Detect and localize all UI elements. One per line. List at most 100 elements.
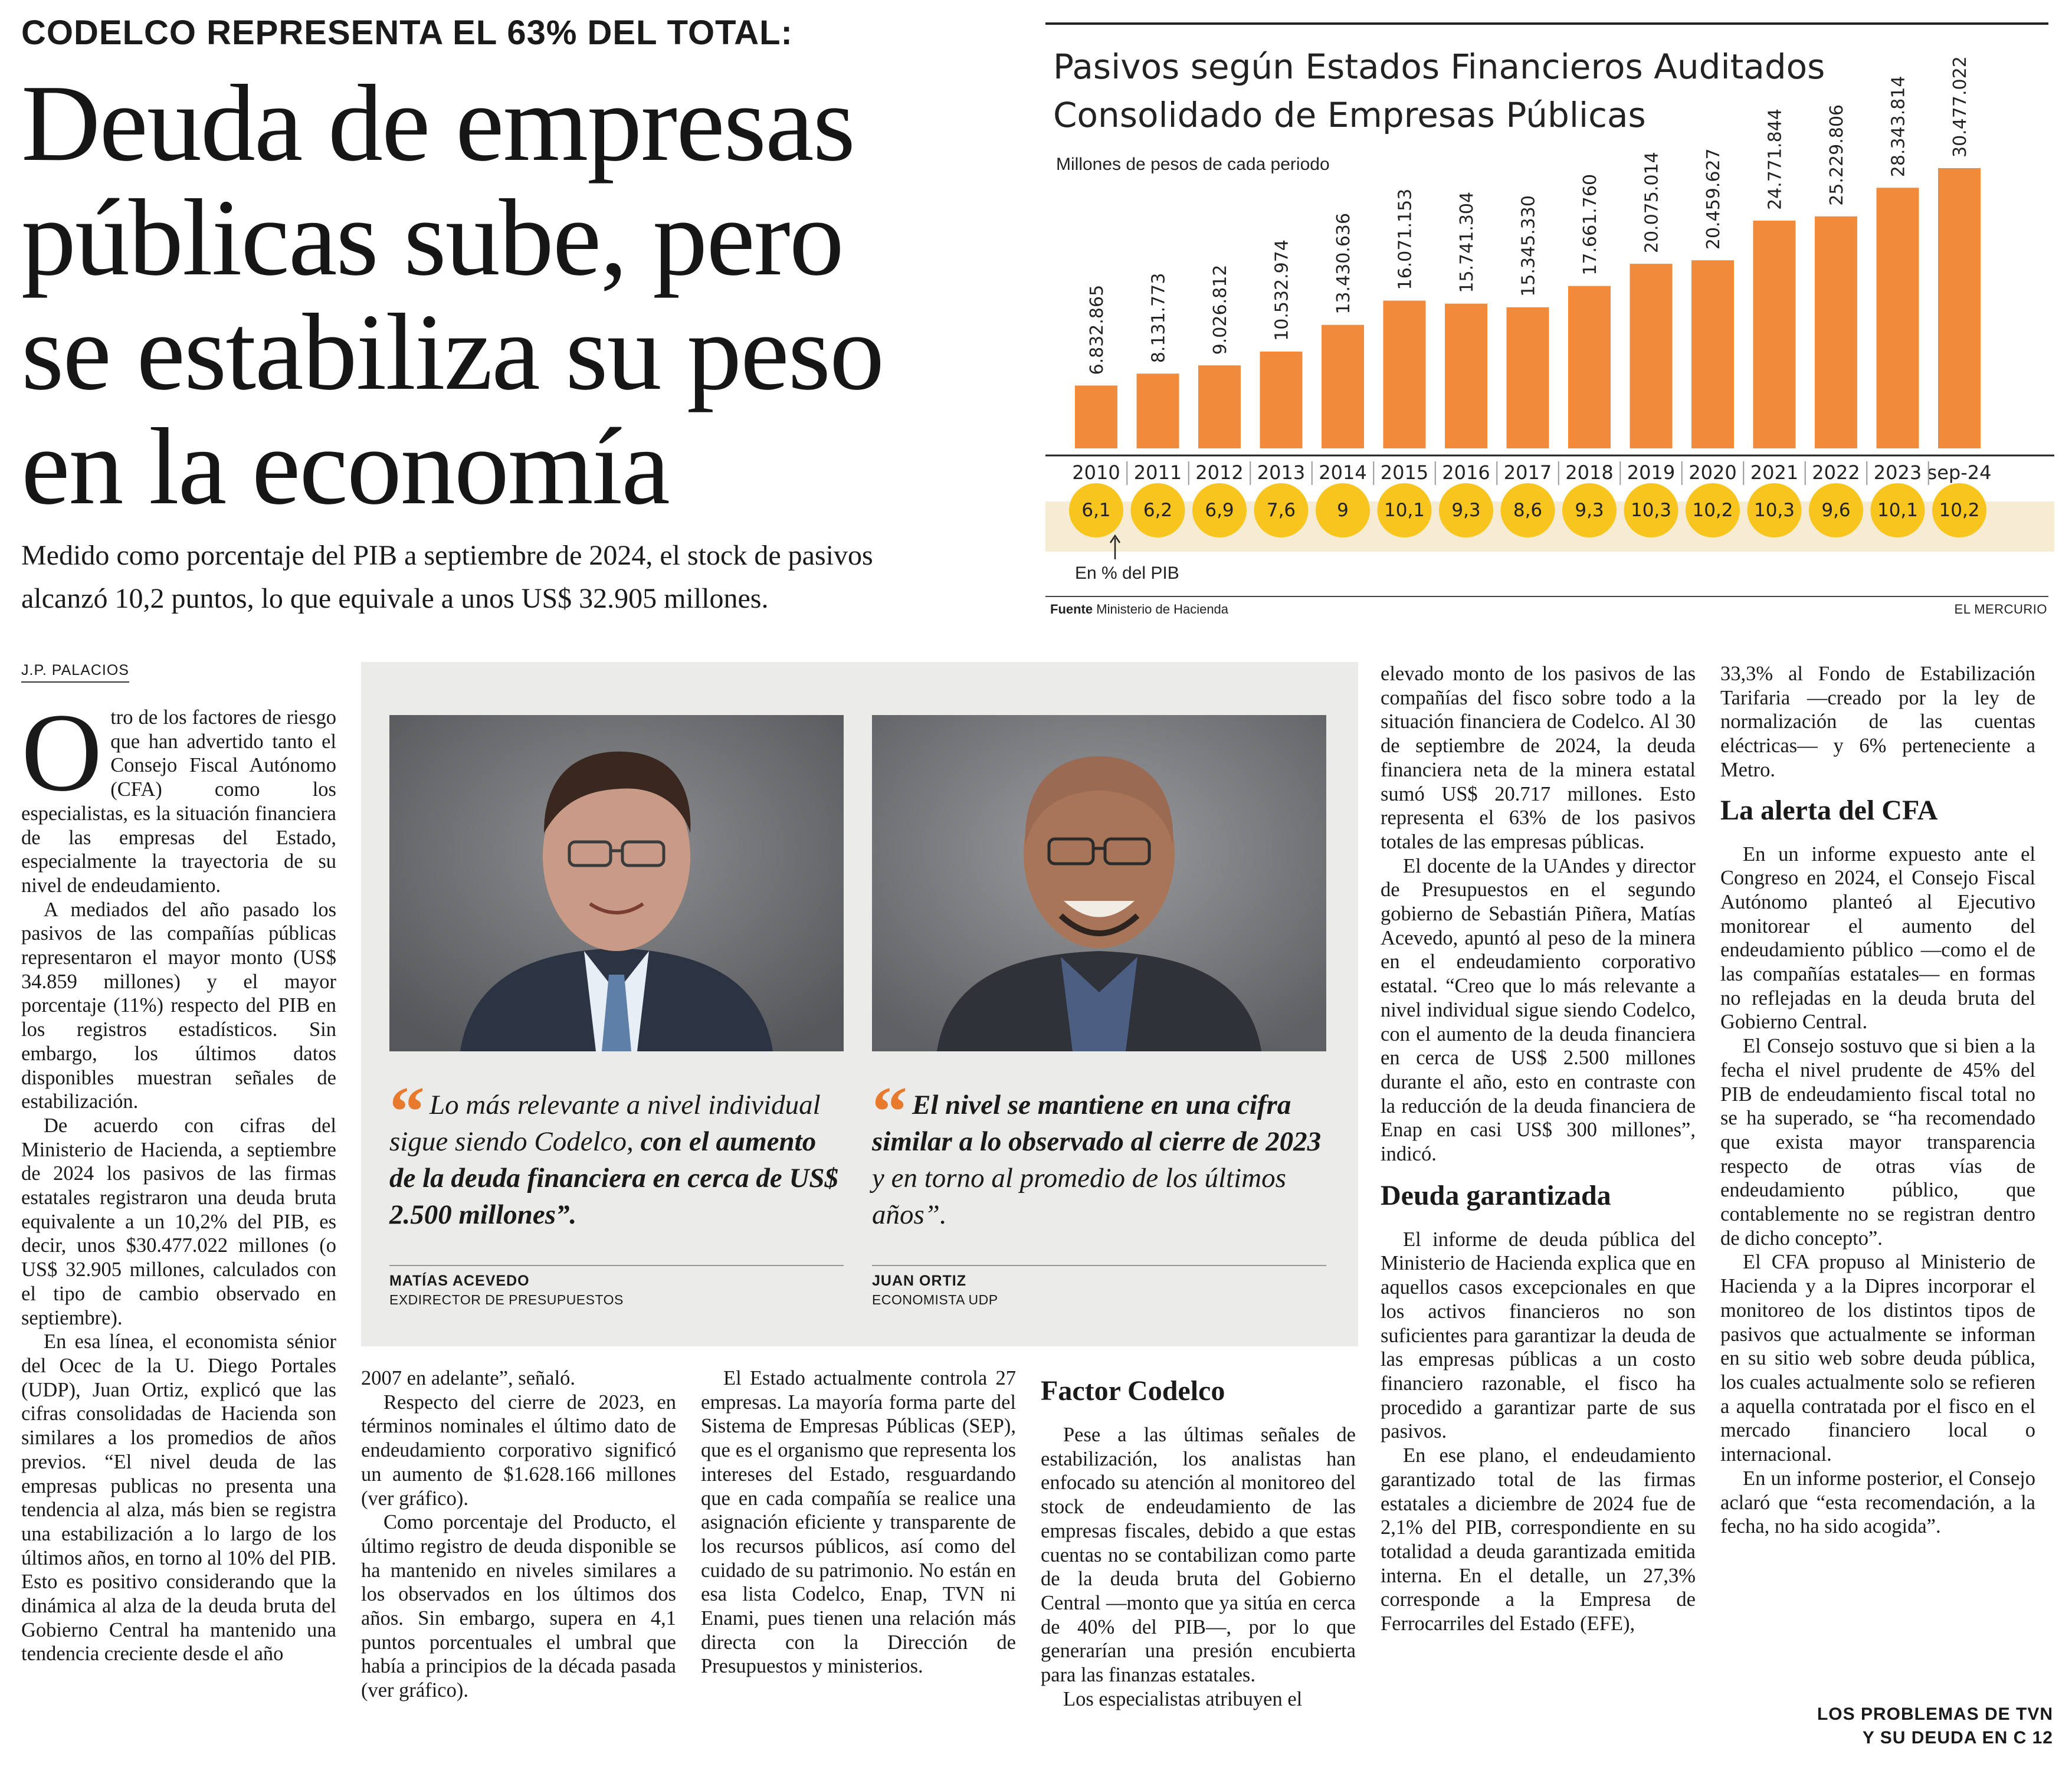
chart-source-value: Ministerio de Hacienda	[1096, 602, 1229, 617]
pib-circle	[1316, 483, 1370, 537]
pib-value-label: 10,3	[1754, 500, 1795, 521]
see-reference: LOS PROBLEMAS DE TVN Y SU DEUDA EN C 12	[1817, 1703, 2053, 1750]
x-tick-label: 2012	[1195, 461, 1243, 484]
pib-circle	[1932, 483, 1986, 537]
pib-label: En % del PIB	[1075, 563, 1179, 583]
quote-box: “Lo más relevante a nivel individual sig…	[361, 662, 1358, 1346]
pib-value-label: 10,2	[1692, 500, 1733, 521]
quote-ortiz: “El nivel se mantiene en una cifra simil…	[872, 1076, 1326, 1233]
pib-circle	[1500, 483, 1555, 537]
headline: Deuda de empresas públicas sube, pero se…	[21, 66, 1024, 524]
headline-line: públicas sube, pero	[21, 177, 844, 299]
chart-units: Millones de pesos de cada periodo	[1056, 155, 1330, 174]
pib-value-label: 10,1	[1384, 500, 1425, 521]
paragraph: Respecto del cierre de 2023, en términos…	[361, 1391, 676, 1510]
pib-value-label: 6,1	[1081, 500, 1110, 521]
quote-rule	[872, 1265, 1326, 1266]
headline-line: en la economía	[21, 406, 670, 527]
pib-value-label: 6,9	[1205, 500, 1234, 521]
bars	[1075, 168, 1981, 448]
section-heading: Factor Codelco	[1041, 1375, 1225, 1406]
value-label: 30.477.022	[1950, 56, 1971, 158]
paragraph: El informe de deuda pública del Minister…	[1381, 1228, 1696, 1443]
x-tick-label: 2018	[1565, 461, 1613, 484]
chart-top-rule	[1045, 22, 2048, 25]
paragraph: El CFA propuso al Ministerio de Hacienda…	[1720, 1251, 2035, 1466]
byline: J.P. PALACIOS	[21, 662, 129, 683]
quote-text-bold: con el aumento de la deuda financiera en…	[389, 1126, 839, 1230]
pib-value-label: 8,6	[1513, 500, 1542, 521]
value-label: 20.459.627	[1703, 148, 1724, 250]
pib-arrow-head	[1109, 534, 1121, 543]
x-tick-label: 2016	[1442, 461, 1490, 484]
pib-circle	[1069, 483, 1123, 537]
dek: Medido como porcentaje del PIB a septiem…	[21, 534, 1024, 620]
quote-rule	[389, 1265, 844, 1266]
pib-circle	[1130, 483, 1185, 537]
x-tick-label: 2010	[1072, 461, 1120, 484]
chart-credit: EL MERCURIO	[1954, 602, 2047, 617]
portrait-image	[872, 715, 1326, 1051]
portrait-ortiz	[872, 715, 1326, 1051]
bar	[1815, 216, 1857, 448]
paragraph: En esa línea, el economista sénior del O…	[21, 1330, 336, 1665]
headline-line: se estabiliza su peso	[21, 291, 884, 413]
column-3: El Estado actualmente controla 27 empres…	[701, 1366, 1016, 1678]
bar	[1136, 373, 1179, 448]
chart-source-label: Fuente	[1050, 602, 1093, 617]
value-label: 9.026.812	[1210, 265, 1231, 355]
paragraph: Pese a las últimas señales de estabiliza…	[1041, 1424, 1356, 1687]
value-label: 20.075.014	[1642, 152, 1663, 253]
value-label: 24.771.844	[1765, 109, 1786, 210]
x-tick-label: 2023	[1874, 461, 1922, 484]
kicker: CODELCO REPRESENTA EL 63% DEL TOTAL:	[21, 14, 793, 52]
pib-circle	[1624, 483, 1678, 537]
paragraph: El Estado actualmente controla 27 empres…	[701, 1367, 1016, 1678]
chart-title-line: Pasivos según Estados Financieros Audita…	[1053, 47, 1825, 87]
paragraph: El docente de la UAndes y director de Pr…	[1381, 854, 1696, 1166]
x-tick-label: 2015	[1381, 461, 1428, 484]
paragraph: El Consejo sostuvo que si bien a la fech…	[1720, 1035, 2035, 1250]
pib-circle	[1870, 483, 1925, 537]
paragraph: elevado monto de los pasivos de las comp…	[1381, 663, 1696, 853]
bar	[1198, 365, 1241, 448]
x-tick-label: 2020	[1689, 461, 1736, 484]
x-tick-label: 2011	[1134, 461, 1182, 484]
quote-role: EXDIRECTOR DE PRESUPUESTOS	[389, 1292, 624, 1307]
paragraph: A mediados del año pasado los pasivos de…	[21, 898, 336, 1113]
value-labels: 6.832.865 8.131.773 9.026.812 10.532.974 13.…	[1087, 56, 1971, 375]
quote-name: JUAN ORTIZ	[872, 1273, 966, 1289]
value-label: 15.345.330	[1519, 195, 1539, 297]
chart-title-line: Consolidado de Empresas Públicas	[1053, 95, 1646, 135]
portrait-acevedo	[389, 715, 844, 1051]
dek-line: Medido como porcentaje del PIB a septiem…	[21, 540, 873, 571]
column-6: 33,3% al Fondo de Estabilización Tarifar…	[1720, 662, 2035, 1539]
bar	[1383, 300, 1426, 448]
column-4: Factor Codelco Pese a las últimas señale…	[1041, 1366, 1356, 1711]
bar	[1506, 307, 1549, 448]
paragraph: De acuerdo con cifras del Ministerio de …	[21, 1114, 336, 1329]
chart-source: Fuente Ministerio de Hacienda	[1050, 602, 1228, 617]
bar	[1938, 168, 1981, 448]
bar	[1753, 220, 1796, 448]
value-label: 28.343.814	[1889, 76, 1909, 177]
x-tick-label: sep-24	[1927, 461, 1992, 484]
x-tick-label: 2014	[1319, 461, 1366, 484]
pib-circle	[1686, 483, 1740, 537]
bar	[1630, 264, 1673, 448]
pib-circle	[1809, 483, 1863, 537]
x-tick-labels: 2010 2011 2012 2013 2014 2015 2016 2017 2018 2019…	[1045, 454, 2054, 485]
bar	[1075, 385, 1117, 448]
value-label: 15.741.304	[1457, 192, 1477, 293]
quote-text: Lo más relevante a nivel individual sigu…	[389, 1090, 821, 1157]
bar	[1260, 351, 1303, 448]
paragraph: Los especialistas atribuyen el	[1063, 1687, 1303, 1710]
value-label: 25.229.806	[1827, 104, 1847, 206]
x-tick-label: 2022	[1812, 461, 1860, 484]
value-label: 8.131.773	[1149, 273, 1169, 363]
pib-circles: 6,1 6,2 6,9 7,6 9 10,1 9,3 8,6 9,3 10,3 10,2 10,3 9,…	[1069, 483, 1986, 537]
quote-acevedo: “Lo más relevante a nivel individual sig…	[389, 1076, 844, 1233]
pib-circle	[1377, 483, 1432, 537]
pib-value-label: 10,2	[1939, 500, 1979, 521]
